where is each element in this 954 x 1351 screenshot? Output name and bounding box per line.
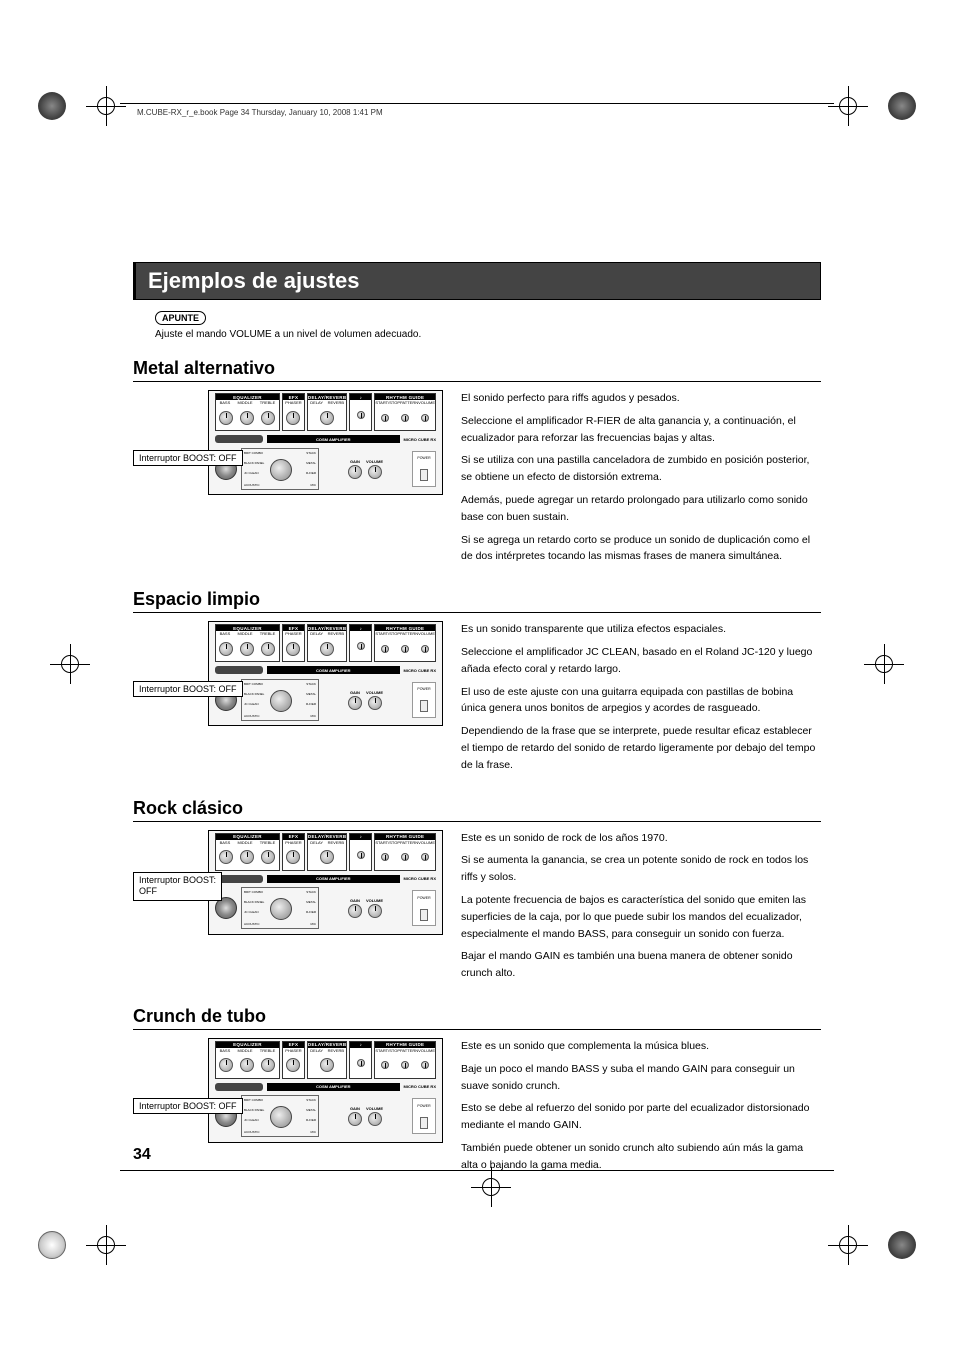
settings-illustration: Interruptor BOOST:OFF EQUALIZER BASSMIDD… [133,830,443,935]
crop-corner-icon [38,1231,66,1259]
header-text: M.CUBE-RX_r_e.book Page 34 Thursday, Jan… [137,108,383,117]
crop-corner-icon [888,92,916,120]
section-title: Espacio limpio [133,589,821,613]
section-description: El sonido perfecto para riffs agudos y p… [461,390,821,571]
registration-mark-icon [834,92,862,120]
registration-mark-icon [834,1231,862,1259]
settings-illustration: Interruptor BOOST: OFF EQUALIZER BASSMID… [133,621,443,726]
amp-panel-diagram: EQUALIZER BASSMIDDLETREBLE EFX PHASER DE… [208,390,443,495]
registration-mark-icon [56,650,84,678]
note-badge: APUNTE [155,311,206,325]
amp-panel-diagram: EQUALIZER BASSMIDDLETREBLE EFX PHASER DE… [208,621,443,726]
header-rule [120,103,834,104]
section-title: Metal alternativo [133,358,821,382]
section-description: Es un sonido transparente que utiliza ef… [461,621,821,779]
registration-mark-icon [870,650,898,678]
boost-label: Interruptor BOOST: OFF [133,1098,243,1114]
registration-mark-icon [92,92,120,120]
amp-panel-diagram: EQUALIZER BASSMIDDLETREBLE EFX PHASER DE… [208,830,443,935]
footer-rule [120,1170,834,1171]
note-text: Ajuste el mando VOLUME a un nivel de vol… [155,329,821,340]
section-description: Este es un sonido que complementa la mús… [461,1038,821,1180]
section-title: Rock clásico [133,798,821,822]
boost-label: Interruptor BOOST: OFF [133,681,243,697]
registration-mark-icon [92,1231,120,1259]
amp-panel-diagram: EQUALIZER BASSMIDDLETREBLE EFX PHASER DE… [208,1038,443,1143]
section-title: Crunch de tubo [133,1006,821,1030]
settings-illustration: Interruptor BOOST: OFF EQUALIZER BASSMID… [133,1038,443,1143]
page-number: 34 [133,1146,151,1164]
crop-corner-icon [888,1231,916,1259]
settings-illustration: Interruptor BOOST: OFF EQUALIZER BASSMID… [133,390,443,495]
boost-label: Interruptor BOOST:OFF [133,872,222,901]
page-title: Ejemplos de ajustes [133,262,821,300]
boost-label: Interruptor BOOST: OFF [133,450,243,466]
crop-corner-icon [38,92,66,120]
section-description: Este es un sonido de rock de los años 19… [461,830,821,988]
